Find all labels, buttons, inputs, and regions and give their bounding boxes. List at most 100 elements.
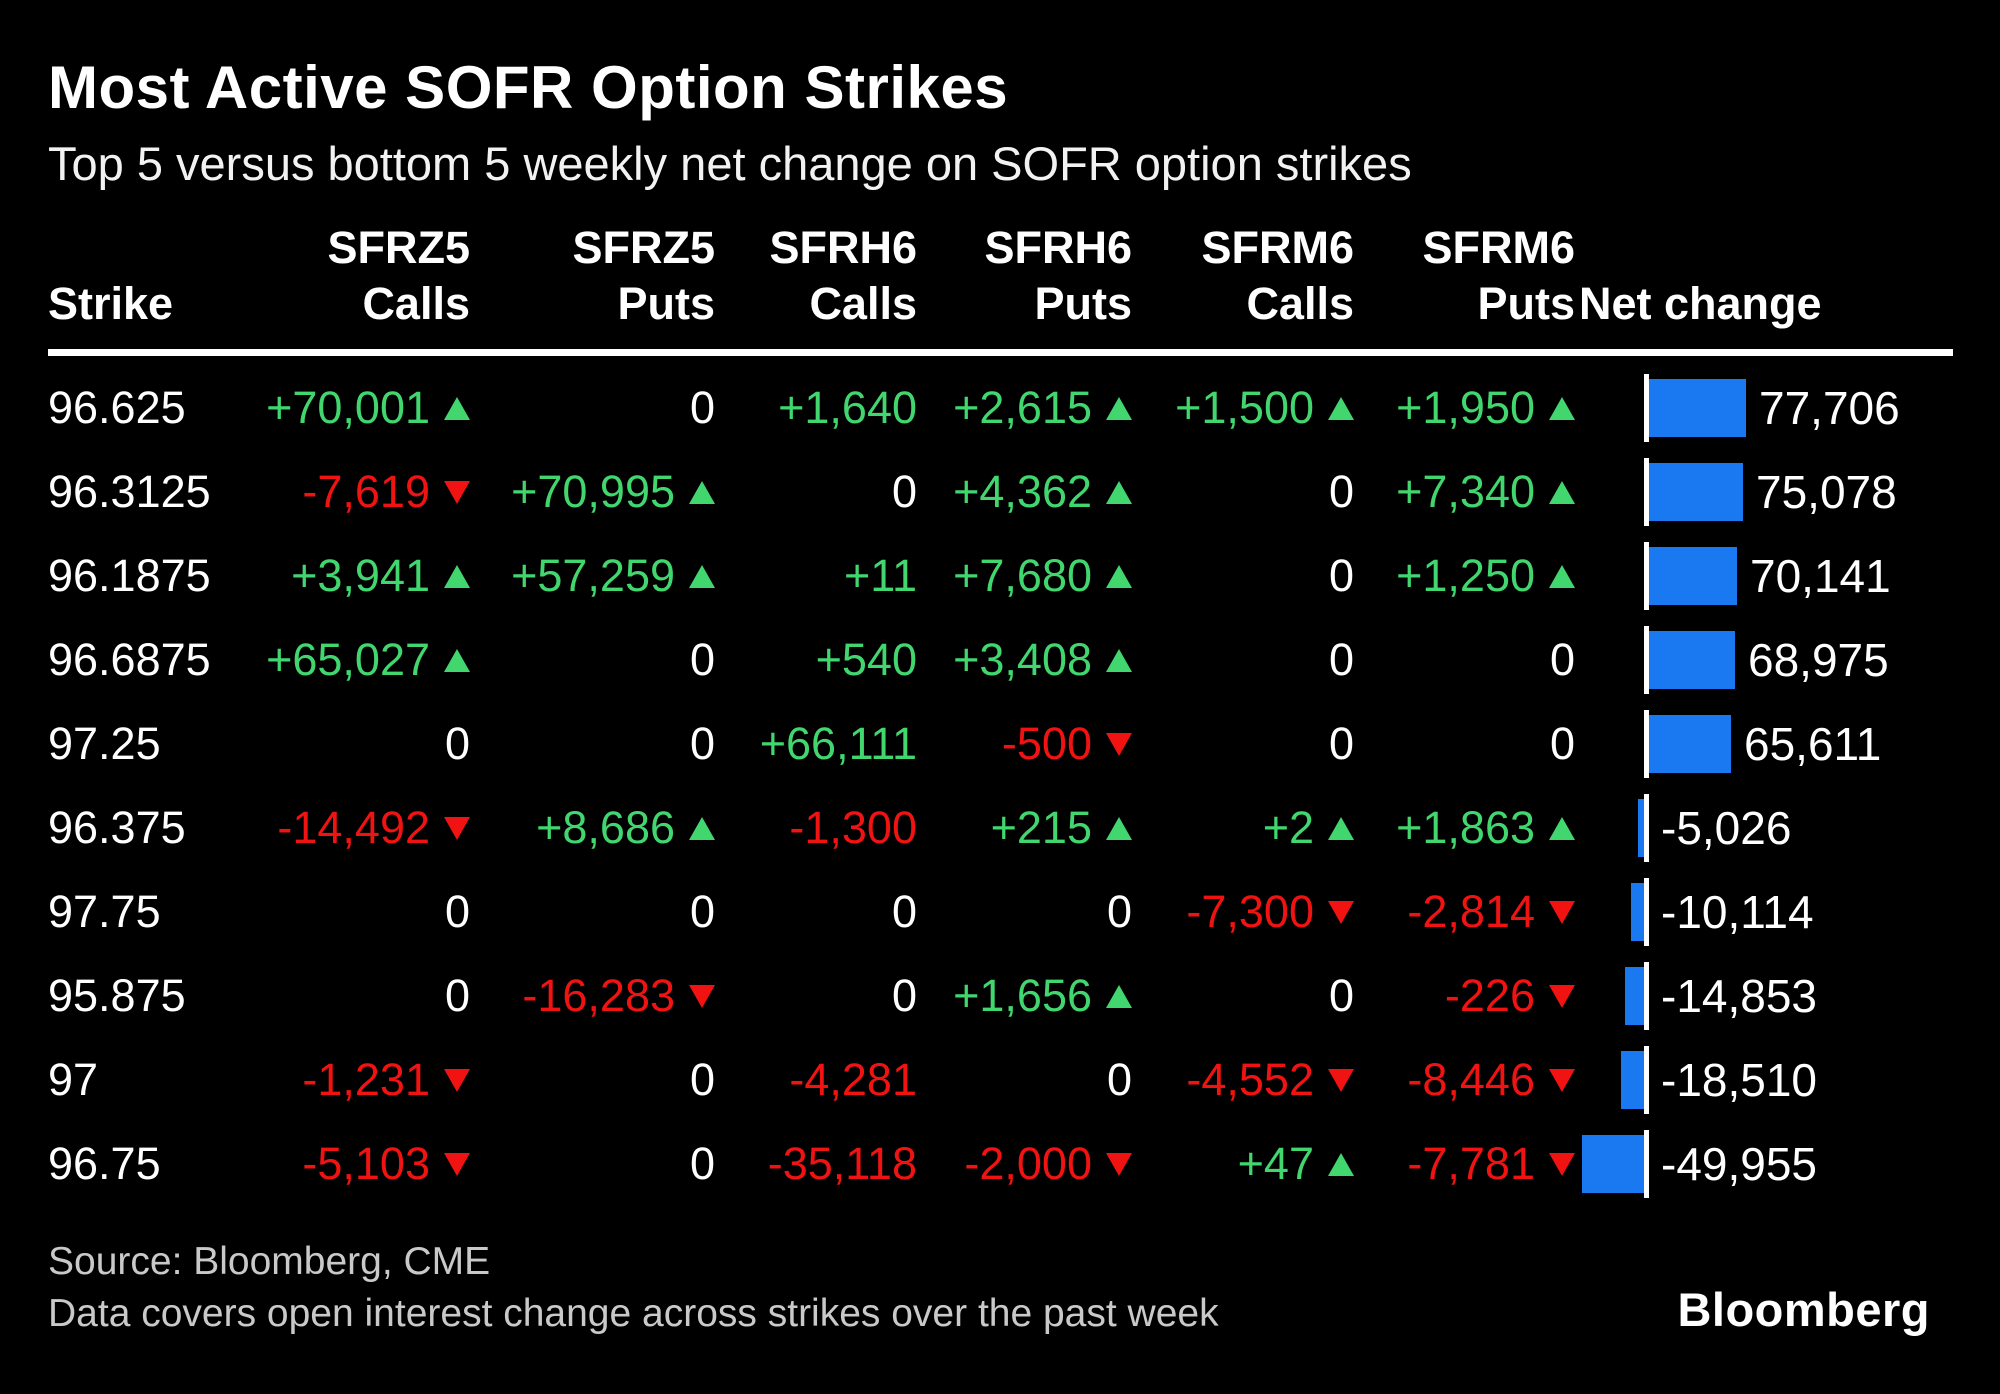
up-arrow-icon bbox=[689, 816, 715, 840]
value-cell-sfrz5-calls: -7,619 bbox=[220, 466, 470, 518]
value-cell-sfrh6-puts: +3,408 bbox=[917, 634, 1132, 686]
table-row: 96.625 +70,001 0 +1,640 +2,615 +1,500 +1,950 77… bbox=[48, 366, 1953, 450]
value-text: +7,680 bbox=[953, 550, 1092, 601]
source-line: Source: Bloomberg, CME bbox=[48, 1240, 491, 1283]
value-text: 0 bbox=[689, 634, 715, 685]
bloomberg-logo: Bloomberg bbox=[1677, 1283, 1930, 1336]
value-cell-sfrh6-calls: 0 bbox=[715, 970, 917, 1022]
net-change-axis bbox=[1644, 458, 1649, 526]
value-cell-sfrz5-calls: 0 bbox=[220, 886, 470, 938]
value-text: +47 bbox=[1237, 1138, 1314, 1189]
value-cell-sfrh6-calls: +66,111 bbox=[715, 718, 917, 770]
value-text: +2,615 bbox=[953, 382, 1092, 433]
strike-cell: 96.75 bbox=[48, 1138, 161, 1189]
value-text: +3,408 bbox=[953, 634, 1092, 685]
net-change-bar bbox=[1625, 967, 1644, 1025]
table-header: Strike SFRZ5 Calls SFRZ5 Puts SFRH6 Call… bbox=[48, 220, 1953, 332]
up-arrow-icon bbox=[1106, 396, 1132, 420]
value-text: 0 bbox=[891, 886, 917, 937]
value-text: -2,814 bbox=[1407, 886, 1535, 937]
net-change-bar bbox=[1621, 1051, 1644, 1109]
value-cell-sfrm6-calls: +2 bbox=[1132, 802, 1354, 854]
net-change-bar bbox=[1638, 799, 1644, 857]
value-text: +11 bbox=[844, 550, 917, 601]
value-cell-sfrm6-puts: +7,340 bbox=[1354, 466, 1575, 518]
value-cell-sfrh6-puts: +2,615 bbox=[917, 382, 1132, 434]
column-header-contract: SFRH6 bbox=[984, 222, 1132, 273]
value-text: +3,941 bbox=[291, 550, 430, 601]
down-arrow-icon bbox=[444, 1152, 470, 1176]
strike-cell: 96.3125 bbox=[48, 466, 211, 517]
column-header-label: Puts bbox=[617, 278, 715, 329]
value-cell-sfrh6-calls: -35,118 bbox=[715, 1138, 917, 1190]
chart-title: Most Active SOFR Option Strikes bbox=[48, 54, 1009, 121]
value-text: 0 bbox=[1328, 970, 1354, 1021]
value-cell-sfrz5-puts: +57,259 bbox=[470, 550, 715, 602]
net-change-cell: 70,141 bbox=[1575, 534, 1953, 618]
column-header-contract: SFRM6 bbox=[1422, 222, 1575, 273]
value-cell-sfrm6-calls: 0 bbox=[1132, 970, 1354, 1022]
down-arrow-icon bbox=[1328, 900, 1354, 924]
value-cell-sfrz5-calls: -5,103 bbox=[220, 1138, 470, 1190]
value-text: +8,686 bbox=[536, 802, 675, 853]
net-change-axis bbox=[1644, 878, 1649, 946]
value-cell-sfrh6-puts: -500 bbox=[917, 718, 1132, 770]
down-arrow-icon bbox=[1549, 984, 1575, 1008]
up-arrow-icon bbox=[1549, 396, 1575, 420]
up-arrow-icon bbox=[1549, 816, 1575, 840]
net-change-cell: 75,078 bbox=[1575, 450, 1953, 534]
value-text: -8,446 bbox=[1407, 1054, 1535, 1105]
strike-cell: 97.25 bbox=[48, 718, 161, 769]
net-change-value: 68,975 bbox=[1748, 634, 1889, 686]
value-cell-sfrz5-puts: 0 bbox=[470, 718, 715, 770]
up-arrow-icon bbox=[444, 648, 470, 672]
value-cell-sfrm6-calls: +1,500 bbox=[1132, 382, 1354, 434]
column-header-sfrm6-calls: SFRM6 Calls bbox=[1132, 220, 1354, 332]
value-text: +1,950 bbox=[1396, 382, 1535, 433]
value-cell-sfrh6-puts: +1,656 bbox=[917, 970, 1132, 1022]
net-change-cell: -18,510 bbox=[1575, 1038, 1953, 1122]
value-text: 0 bbox=[1328, 550, 1354, 601]
value-text: +70,995 bbox=[511, 466, 675, 517]
value-cell-sfrz5-puts: 0 bbox=[470, 1138, 715, 1190]
up-arrow-icon bbox=[444, 564, 470, 588]
net-change-cell: -10,114 bbox=[1575, 870, 1953, 954]
value-text: +57,259 bbox=[511, 550, 675, 601]
value-cell-sfrz5-puts: -16,283 bbox=[470, 970, 715, 1022]
value-cell-sfrm6-puts: +1,950 bbox=[1354, 382, 1575, 434]
net-change-value: -14,853 bbox=[1661, 970, 1818, 1022]
net-change-bar bbox=[1582, 1135, 1644, 1193]
value-cell-sfrh6-puts: +7,680 bbox=[917, 550, 1132, 602]
value-text: -35,118 bbox=[767, 1138, 917, 1189]
value-cell-sfrm6-puts: +1,250 bbox=[1354, 550, 1575, 602]
net-change-axis bbox=[1644, 626, 1649, 694]
net-change-value: 77,706 bbox=[1759, 382, 1900, 434]
value-text: -7,781 bbox=[1407, 1138, 1535, 1189]
table-row: 95.875 0 -16,283 0 +1,656 0 -226 -14,853 bbox=[48, 954, 1953, 1038]
up-arrow-icon bbox=[1549, 564, 1575, 588]
value-cell-sfrm6-calls: 0 bbox=[1132, 634, 1354, 686]
column-header-label: Puts bbox=[1034, 278, 1132, 329]
value-cell-sfrz5-calls: 0 bbox=[220, 718, 470, 770]
up-arrow-icon bbox=[689, 564, 715, 588]
down-arrow-icon bbox=[444, 1068, 470, 1092]
value-cell-sfrz5-puts: +70,995 bbox=[470, 466, 715, 518]
value-text: +65,027 bbox=[266, 634, 430, 685]
table-row: 96.3125 -7,619 +70,995 0 +4,362 0 +7,340 75,078 bbox=[48, 450, 1953, 534]
net-change-bar bbox=[1649, 379, 1746, 437]
up-arrow-icon bbox=[1328, 816, 1354, 840]
up-arrow-icon bbox=[444, 396, 470, 420]
net-change-cell: -14,853 bbox=[1575, 954, 1953, 1038]
value-text: 0 bbox=[689, 718, 715, 769]
value-cell-sfrh6-puts: +4,362 bbox=[917, 466, 1132, 518]
value-cell-sfrz5-puts: 0 bbox=[470, 1054, 715, 1106]
value-text: -7,300 bbox=[1186, 886, 1314, 937]
value-cell-sfrm6-calls: -7,300 bbox=[1132, 886, 1354, 938]
down-arrow-icon bbox=[1549, 1068, 1575, 1092]
value-cell-sfrm6-puts: -7,781 bbox=[1354, 1138, 1575, 1190]
value-cell-sfrm6-puts: 0 bbox=[1354, 634, 1575, 686]
value-cell-sfrm6-calls: -4,552 bbox=[1132, 1054, 1354, 1106]
value-cell-sfrh6-puts: 0 bbox=[917, 886, 1132, 938]
net-change-bar bbox=[1631, 883, 1644, 941]
